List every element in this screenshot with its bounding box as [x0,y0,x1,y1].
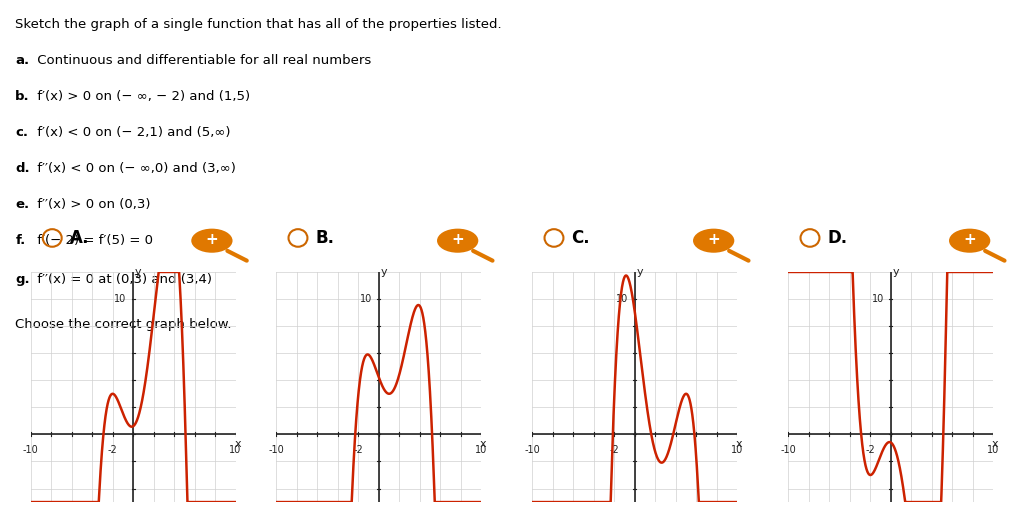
Text: 10: 10 [615,294,628,304]
Text: -2: -2 [865,445,876,455]
Circle shape [693,229,734,253]
Text: 10: 10 [987,445,999,455]
Text: +: + [452,232,464,247]
Text: y: y [893,267,899,277]
Text: a.: a. [15,54,30,67]
Circle shape [949,229,990,253]
Text: y: y [381,267,387,277]
Text: c.: c. [15,126,29,139]
Text: f.: f. [15,234,26,247]
Text: x: x [480,439,486,449]
Text: Continuous and differentiable for all real numbers: Continuous and differentiable for all re… [34,54,372,67]
Circle shape [437,229,478,253]
Text: B.: B. [315,229,335,247]
Text: f′′(x) < 0 on (− ∞,0) and (3,∞): f′′(x) < 0 on (− ∞,0) and (3,∞) [34,162,237,175]
Text: 10: 10 [229,445,242,455]
Text: D.: D. [827,229,848,247]
Text: 10: 10 [475,445,487,455]
Text: +: + [964,232,976,247]
Text: C.: C. [571,229,590,247]
Text: x: x [992,439,998,449]
Text: -10: -10 [268,445,285,455]
Text: x: x [234,439,241,449]
Text: y: y [637,267,643,277]
Text: -10: -10 [780,445,797,455]
Text: y: y [135,267,141,277]
Text: Sketch the graph of a single function that has all of the properties listed.: Sketch the graph of a single function th… [15,18,502,31]
Text: f′′(x) > 0 on (0,3): f′′(x) > 0 on (0,3) [34,198,151,211]
Text: +: + [206,232,218,247]
Text: x: x [736,439,742,449]
Text: b.: b. [15,90,30,103]
Text: f′(x) < 0 on (− 2,1) and (5,∞): f′(x) < 0 on (− 2,1) and (5,∞) [34,126,230,139]
Text: d.: d. [15,162,30,175]
Text: -10: -10 [524,445,541,455]
Text: +: + [708,232,720,247]
Text: g.: g. [15,272,30,286]
Text: 10: 10 [114,294,126,304]
Text: -2: -2 [609,445,620,455]
Text: f′′(x) = 0 at (0,3) and (3,4): f′′(x) = 0 at (0,3) and (3,4) [34,272,212,286]
Text: e.: e. [15,198,30,211]
Text: Choose the correct graph below.: Choose the correct graph below. [15,319,231,332]
Text: 10: 10 [871,294,884,304]
Text: A.: A. [70,229,89,247]
Text: -2: -2 [108,445,118,455]
Text: -10: -10 [23,445,39,455]
Text: -2: -2 [353,445,364,455]
Circle shape [191,229,232,253]
Text: f′(− 2) = f′(5) = 0: f′(− 2) = f′(5) = 0 [34,234,154,247]
Text: 10: 10 [359,294,372,304]
Text: 10: 10 [731,445,743,455]
Text: f′(x) > 0 on (− ∞, − 2) and (1,5): f′(x) > 0 on (− ∞, − 2) and (1,5) [34,90,251,103]
